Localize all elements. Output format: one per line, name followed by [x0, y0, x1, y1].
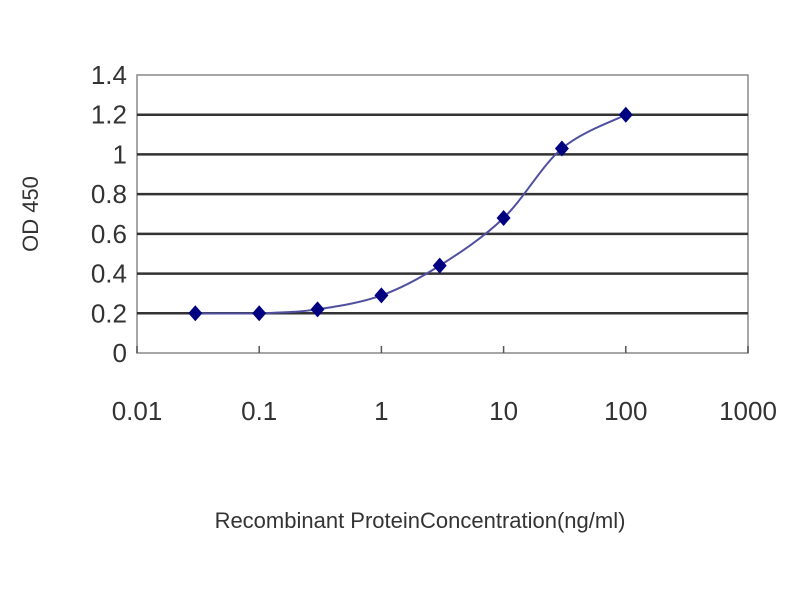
series-line — [195, 113, 627, 315]
data-point — [310, 301, 325, 318]
x-tick-label: 1000 — [719, 396, 777, 426]
data-point — [374, 287, 389, 304]
x-axis-label: Recombinant ProteinConcentration(ng/ml) — [215, 508, 626, 533]
y-tick-label: 0.4 — [91, 259, 127, 289]
y-tick-label: 0.8 — [91, 179, 127, 209]
data-point — [554, 140, 569, 157]
y-tick-label: 1 — [113, 139, 127, 169]
data-point — [618, 106, 633, 123]
y-tick-label: 0.6 — [91, 219, 127, 249]
data-point — [496, 209, 511, 226]
data-point — [188, 305, 203, 322]
y-tick-label: 0.2 — [91, 298, 127, 328]
x-tick-label: 1 — [374, 396, 388, 426]
x-tick-label: 0.01 — [112, 396, 163, 426]
data-point — [252, 305, 267, 322]
x-tick-label: 100 — [604, 396, 647, 426]
data-point — [432, 257, 447, 274]
x-tick-label: 0.1 — [241, 396, 277, 426]
y-axis-label: OD 450 — [18, 176, 43, 252]
y-tick-label: 0 — [113, 338, 127, 368]
y-tick-label: 1.4 — [91, 60, 127, 90]
x-tick-label: 10 — [489, 396, 518, 426]
y-tick-label: 1.2 — [91, 100, 127, 130]
plot-area — [136, 74, 749, 354]
